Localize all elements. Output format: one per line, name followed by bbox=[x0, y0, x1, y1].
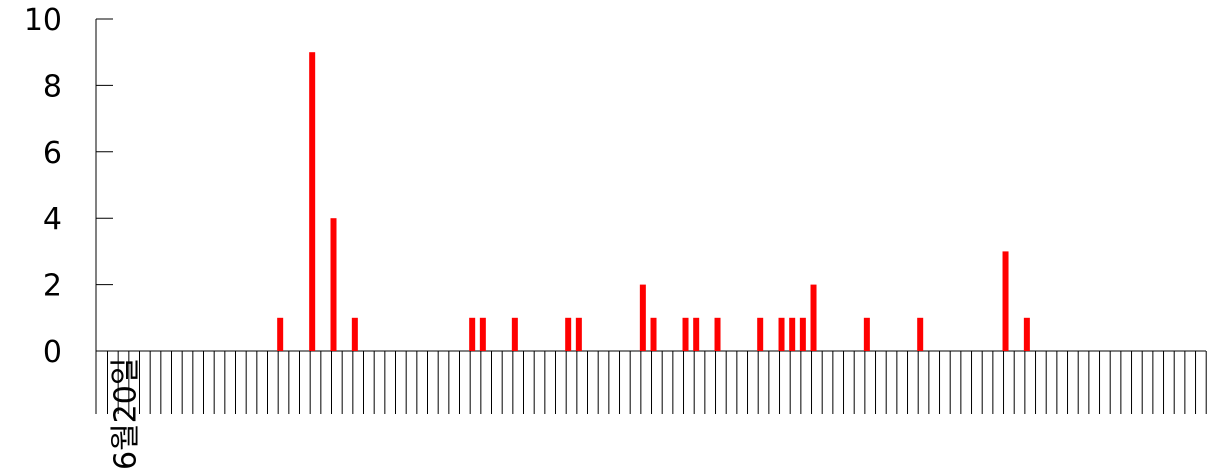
bar bbox=[309, 52, 316, 351]
bar bbox=[565, 317, 572, 351]
bar bbox=[789, 317, 796, 351]
bar bbox=[330, 218, 337, 351]
x-tick-label: 6월20일 bbox=[109, 358, 144, 470]
bar bbox=[277, 317, 284, 351]
bar bbox=[693, 317, 700, 351]
bar bbox=[1002, 251, 1009, 351]
bar bbox=[575, 317, 582, 351]
y-tick-label: 8 bbox=[43, 69, 62, 104]
bar bbox=[799, 317, 806, 351]
bar bbox=[351, 317, 358, 351]
y-tick-label: 6 bbox=[43, 136, 62, 171]
bar bbox=[810, 284, 817, 351]
bar bbox=[682, 317, 689, 351]
y-axis: 0 2 4 6 8 10 bbox=[24, 3, 113, 414]
bar bbox=[757, 317, 764, 351]
bar bbox=[1023, 317, 1030, 351]
bar bbox=[479, 317, 486, 351]
bar bbox=[714, 317, 721, 351]
bar bbox=[778, 317, 785, 351]
x-axis: 6월20일 bbox=[96, 350, 1207, 470]
bar-series bbox=[277, 52, 1030, 351]
y-tick-label: 0 bbox=[43, 335, 62, 370]
bar bbox=[639, 284, 646, 351]
bar bbox=[917, 317, 924, 351]
bar bbox=[650, 317, 657, 351]
y-tick-label: 10 bbox=[24, 3, 62, 38]
bar bbox=[469, 317, 476, 351]
bar bbox=[511, 317, 518, 351]
y-tick-label: 2 bbox=[43, 269, 62, 304]
y-tick-label: 4 bbox=[43, 202, 62, 237]
bar bbox=[863, 317, 870, 351]
